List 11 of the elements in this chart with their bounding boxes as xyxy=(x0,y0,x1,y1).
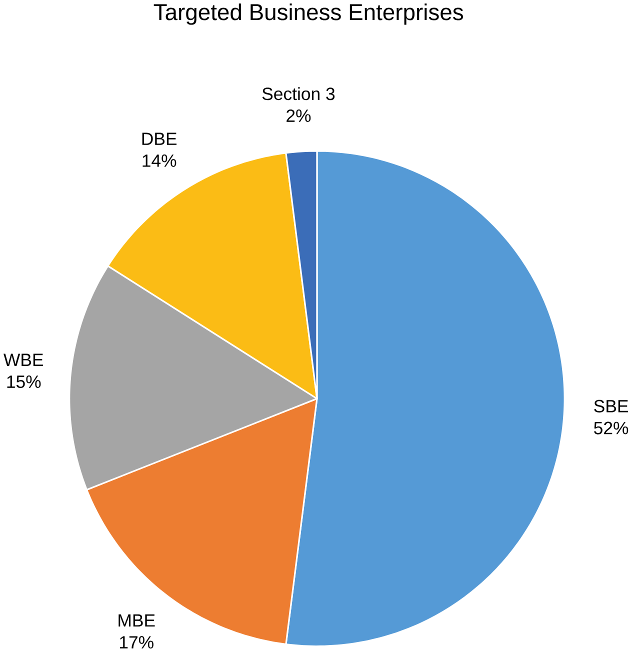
data-label: 14% xyxy=(142,154,176,167)
slice-label: MBE xyxy=(118,614,155,627)
slice-label: DBE xyxy=(142,132,176,145)
data-label: 2% xyxy=(286,109,311,122)
chart-title: Targeted Business Enterprises xyxy=(154,3,463,25)
data-label: 17% xyxy=(120,636,154,649)
slice-label: WBE xyxy=(3,354,43,366)
data-label: 15% xyxy=(7,376,41,388)
slice-label: Section 3 xyxy=(262,87,334,100)
slice-label: SBE xyxy=(594,400,628,412)
data-label: 52% xyxy=(594,422,628,434)
